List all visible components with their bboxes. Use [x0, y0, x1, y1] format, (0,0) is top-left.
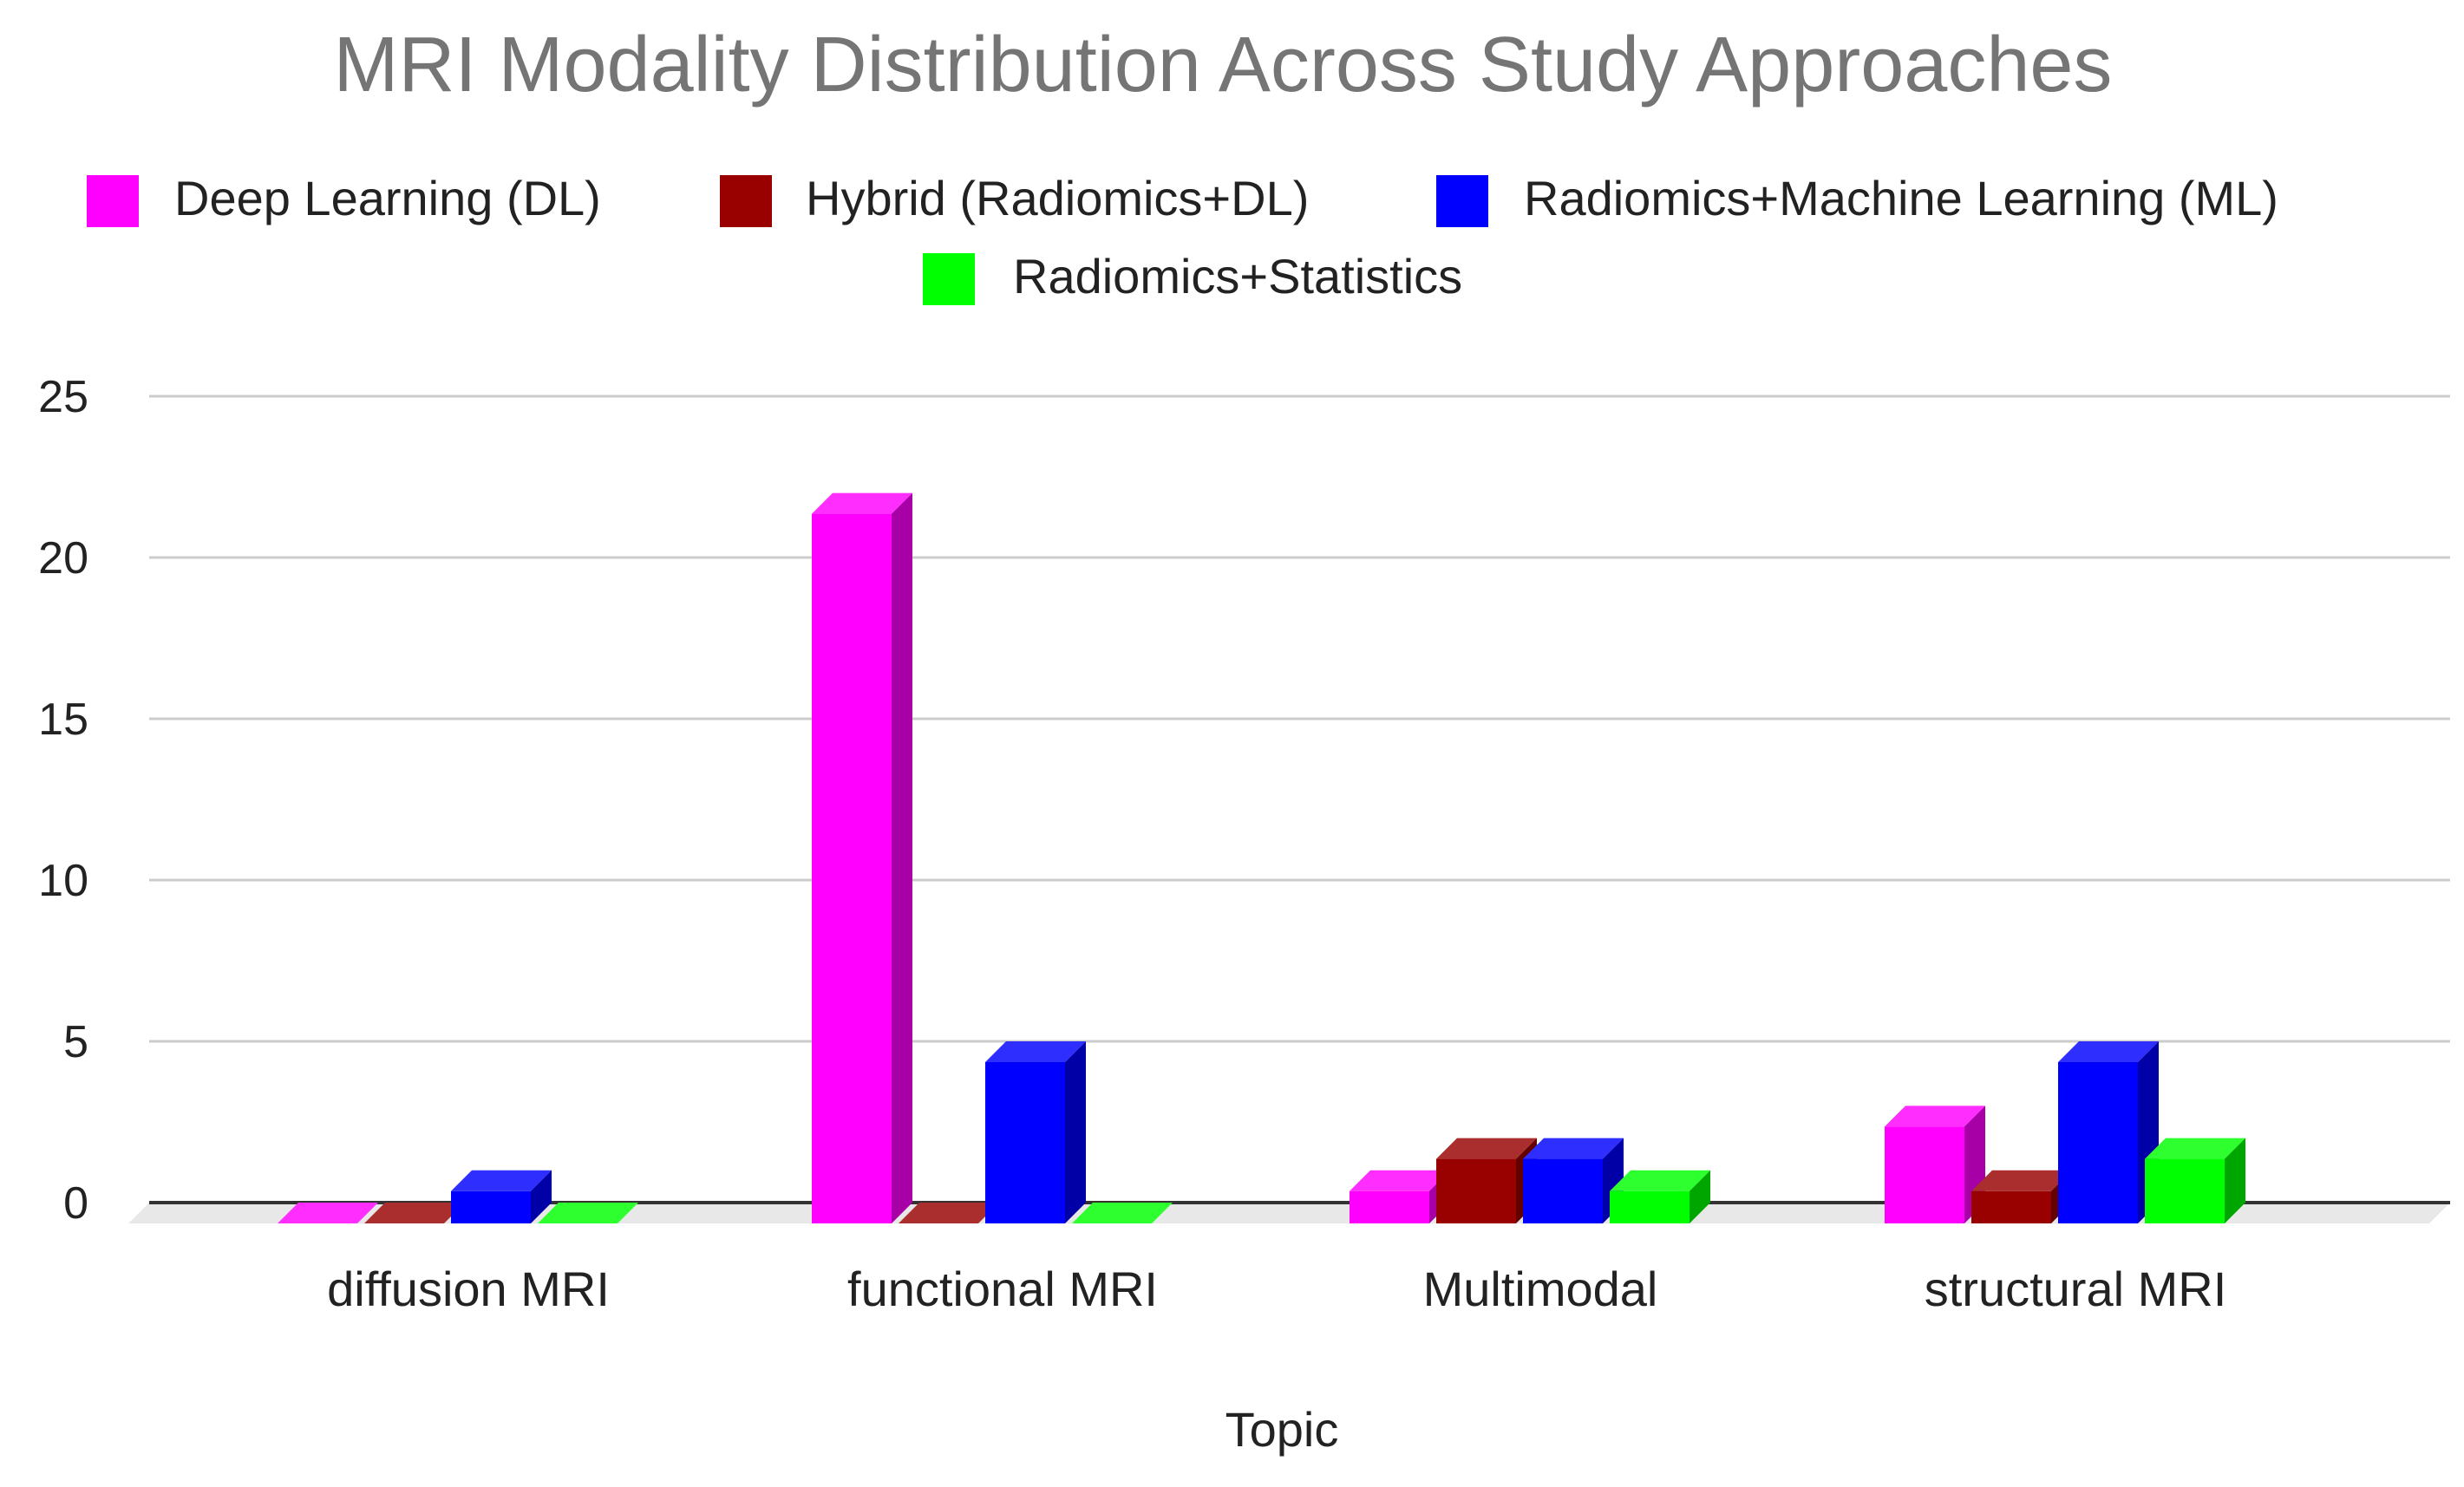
- legend: Deep Learning (DL) Hybrid (Radiomics+DL) R…: [87, 171, 2278, 305]
- bar-radiomics-machine-learning-ml-structural-mri: [2058, 1041, 2159, 1223]
- x-tick-label: Multimodal: [1423, 1262, 1658, 1316]
- bar-top-face: [2145, 1138, 2245, 1159]
- y-tick-label: 10: [38, 856, 88, 906]
- bars: [278, 492, 2245, 1223]
- bar-top-face: [1523, 1138, 1624, 1159]
- legend-label: Radiomics+Statistics: [1013, 249, 1462, 303]
- y-axis-ticks: 0 5 10 15 20 25: [38, 372, 88, 1229]
- bar-deep-learning-dl-structural-mri: [1885, 1105, 1985, 1223]
- bar-side-face: [1690, 1170, 1710, 1223]
- bar-radiomics-statistics-functional-mri: [1072, 1203, 1173, 1223]
- bar-radiomics-statistics-structural-mri: [2145, 1138, 2245, 1223]
- y-tick-label: 15: [38, 695, 88, 745]
- bar-front-face: [812, 513, 892, 1223]
- y-tick-label: 0: [63, 1178, 88, 1229]
- legend-swatch: [923, 253, 975, 305]
- legend-item: Radiomics+Machine Learning (ML): [1436, 171, 2278, 227]
- bar-front-face: [1885, 1126, 1964, 1223]
- legend-label: Radiomics+Machine Learning (ML): [1524, 171, 2278, 225]
- bar-hybrid-radiomics-dl-diffusion-mri: [364, 1203, 465, 1223]
- bar-deep-learning-dl-functional-mri: [812, 492, 912, 1223]
- bar-top-face: [812, 492, 912, 514]
- legend-item: Radiomics+Statistics: [923, 249, 1462, 305]
- x-tick-label: functional MRI: [847, 1262, 1158, 1316]
- x-tick-label: diffusion MRI: [327, 1262, 610, 1316]
- bar-top-face: [899, 1203, 999, 1223]
- y-tick-label: 25: [38, 372, 88, 422]
- y-tick-label: 5: [63, 1017, 88, 1067]
- bar-front-face: [2145, 1158, 2225, 1223]
- bar-top-face: [1885, 1105, 1985, 1127]
- y-tick-label: 20: [38, 533, 88, 584]
- bar-front-face: [985, 1062, 1065, 1223]
- bar-front-face: [1523, 1158, 1603, 1223]
- bar-radiomics-machine-learning-ml-diffusion-mri: [451, 1170, 552, 1223]
- bar-front-face: [1350, 1190, 1429, 1223]
- bar-top-face: [1971, 1170, 2072, 1191]
- bar-side-face: [2225, 1138, 2245, 1223]
- floor-plane: [128, 1203, 2450, 1223]
- bar-top-face: [1436, 1138, 1537, 1159]
- bar-top-face: [2058, 1041, 2159, 1062]
- bar-top-face: [1350, 1170, 1450, 1191]
- bar-top-face: [1610, 1170, 1710, 1191]
- bar-radiomics-statistics-diffusion-mri: [538, 1203, 638, 1223]
- bar-radiomics-machine-learning-ml-multimodal: [1523, 1138, 1624, 1223]
- legend-label: Deep Learning (DL): [174, 171, 601, 225]
- bar-front-face: [451, 1190, 531, 1223]
- bar-hybrid-radiomics-dl-multimodal: [1436, 1138, 1537, 1223]
- bar-front-face: [1436, 1158, 1516, 1223]
- x-tick-label: structural MRI: [1925, 1262, 2227, 1316]
- legend-swatch: [87, 175, 139, 227]
- bar-top-face: [1072, 1203, 1173, 1223]
- bar-front-face: [1610, 1190, 1690, 1223]
- bar-top-face: [278, 1203, 378, 1223]
- bar-front-face: [1971, 1190, 2051, 1223]
- bar-top-face: [451, 1170, 552, 1191]
- chart-title: MRI Modality Distribution Across Study A…: [334, 22, 2113, 108]
- bar-front-face: [2058, 1062, 2138, 1223]
- bar-deep-learning-dl-diffusion-mri: [278, 1203, 378, 1223]
- legend-item: Deep Learning (DL): [87, 171, 601, 227]
- x-axis-title: Topic: [1225, 1402, 1339, 1457]
- bar-hybrid-radiomics-dl-structural-mri: [1971, 1170, 2072, 1223]
- bar-deep-learning-dl-multimodal: [1350, 1170, 1450, 1223]
- bar-top-face: [538, 1203, 638, 1223]
- x-axis-labels: diffusion MRI functional MRI Multimodal str…: [327, 1262, 2226, 1316]
- bar-top-face: [985, 1041, 1086, 1062]
- bar-hybrid-radiomics-dl-functional-mri: [899, 1203, 999, 1223]
- bar-side-face: [1065, 1041, 1086, 1223]
- bar-radiomics-statistics-multimodal: [1610, 1170, 1710, 1223]
- legend-swatch: [1436, 175, 1488, 227]
- legend-swatch: [720, 175, 772, 227]
- bar-side-face: [892, 492, 912, 1223]
- bar-top-face: [364, 1203, 465, 1223]
- bar-radiomics-machine-learning-ml-functional-mri: [985, 1041, 1086, 1223]
- chart-floor: [128, 1203, 2450, 1223]
- legend-item: Hybrid (Radiomics+DL): [720, 171, 1309, 227]
- legend-label: Hybrid (Radiomics+DL): [806, 171, 1309, 225]
- bar-side-face: [531, 1170, 552, 1223]
